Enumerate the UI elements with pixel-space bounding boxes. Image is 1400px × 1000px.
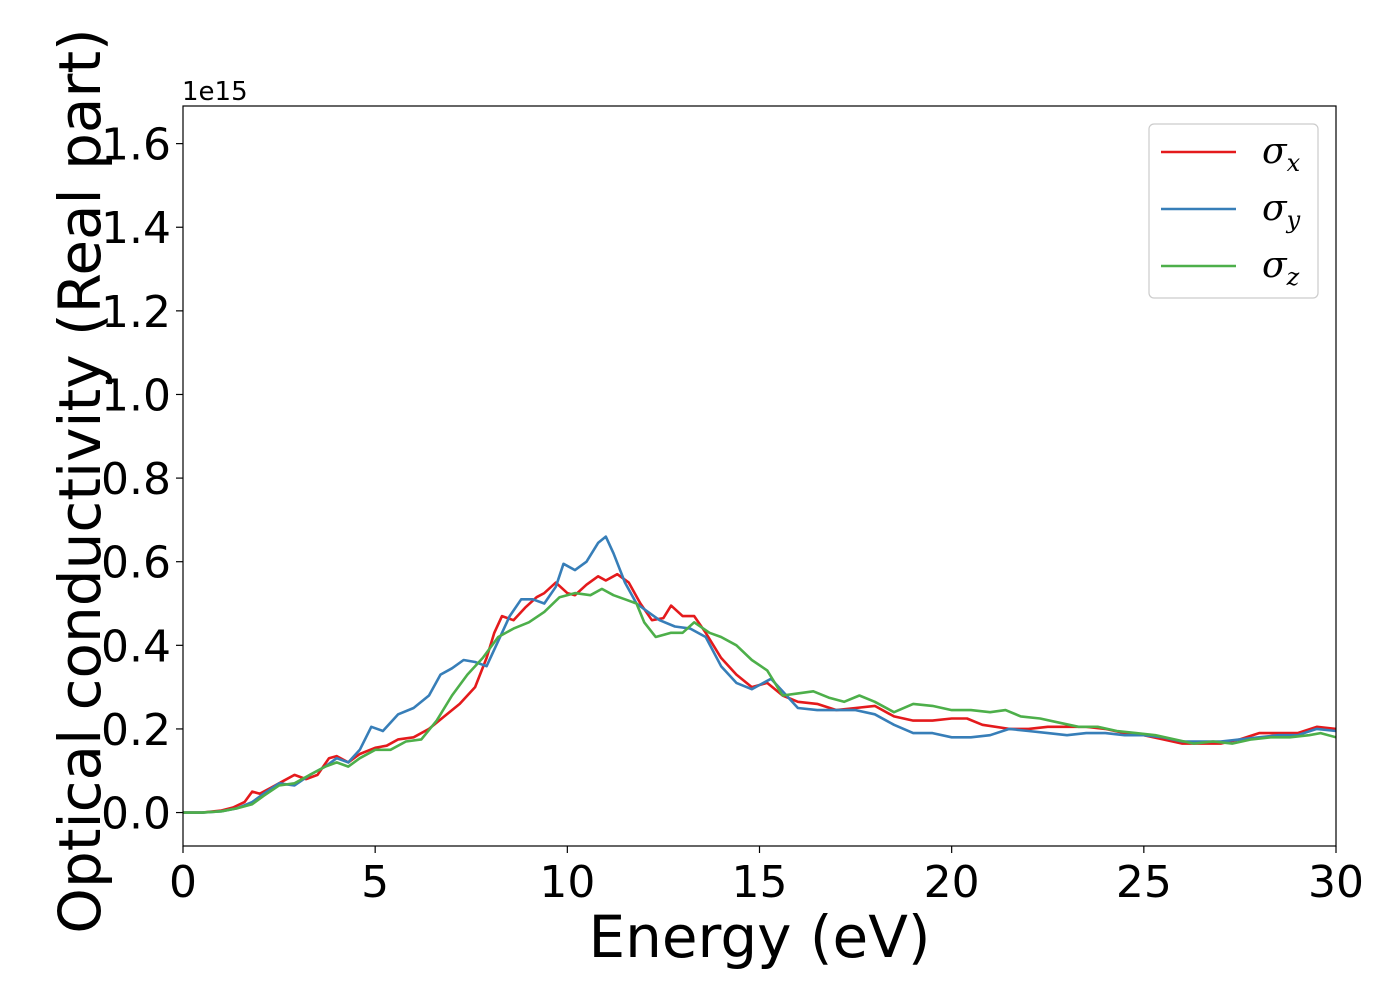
- x-tick-label: 10: [539, 857, 595, 908]
- x-axis-label: Energy (eV): [588, 903, 930, 971]
- series-line-y: [183, 535, 1336, 814]
- y-tick-label: 0.0: [101, 789, 171, 840]
- x-tick-label: 15: [732, 857, 788, 908]
- y-tick-label: 0.6: [101, 538, 171, 589]
- y-tick-label: 1.0: [101, 370, 171, 421]
- y-axis-label: Optical conductivity (Real part): [46, 28, 114, 933]
- series-layer: [183, 535, 1336, 814]
- x-tick-label: 20: [924, 857, 980, 908]
- x-tick-label: 30: [1308, 857, 1364, 908]
- legend-box: [1148, 123, 1319, 299]
- y-tick-label: 0.2: [101, 705, 171, 756]
- y-tick-label: 1.2: [101, 287, 171, 338]
- x-tick-label: 5: [361, 857, 389, 908]
- legend-item-x: σx: [1161, 131, 1301, 177]
- y-axis: 0.0 0.2 0.4 0.6 0.8 1.0 1.2 1.4 1.6: [101, 120, 183, 840]
- x-axis: 0 5 10 15 20 25 30: [169, 846, 1364, 908]
- x-tick-label: 0: [169, 857, 197, 908]
- y-tick-label: 0.8: [101, 454, 171, 505]
- y-offset-text: 1e15: [182, 77, 248, 107]
- series-line-z: [183, 587, 1336, 814]
- y-tick-label: 0.4: [101, 621, 171, 672]
- legend-label: σz: [1262, 245, 1300, 291]
- y-tick-label: 1.6: [101, 120, 171, 171]
- x-tick-label: 25: [1116, 857, 1172, 908]
- legend: σx σy σz: [1148, 123, 1319, 299]
- legend-label: σy: [1262, 188, 1301, 234]
- y-tick-label: 1.4: [101, 203, 171, 254]
- legend-label: σx: [1262, 131, 1301, 177]
- legend-item-y: σy: [1161, 188, 1301, 234]
- legend-item-z: σz: [1161, 245, 1300, 291]
